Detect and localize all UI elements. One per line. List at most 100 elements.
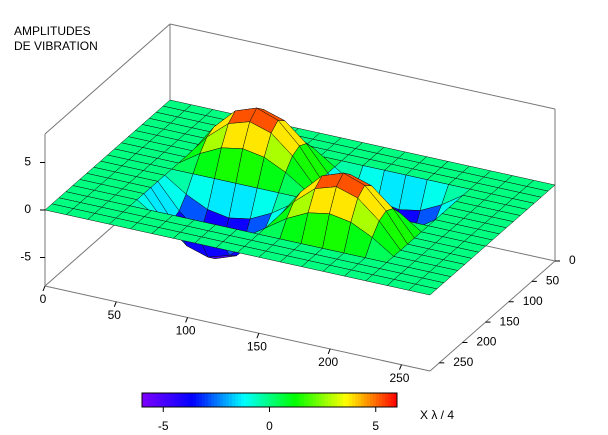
colorbar-segment	[337, 393, 341, 407]
colorbar-segment	[202, 393, 206, 407]
colorbar-tick-label: 5	[372, 419, 379, 433]
colorbar-segment	[328, 393, 332, 407]
colorbar-segment	[379, 393, 383, 407]
colorbar-segment	[214, 393, 218, 407]
colorbar-segment	[172, 393, 176, 407]
colorbar-segment	[259, 393, 263, 407]
colorbar-segment	[343, 393, 347, 407]
colorbar-segment	[166, 393, 170, 407]
colorbar-segment	[286, 393, 290, 407]
y-tick-label: 0	[569, 253, 576, 267]
colorbar-segment	[223, 393, 227, 407]
x-tick	[185, 317, 189, 323]
colorbar-segment	[346, 393, 350, 407]
colorbar-segment	[262, 393, 266, 407]
colorbar-segment	[301, 393, 305, 407]
x-tick-label: 200	[318, 355, 338, 369]
colorbar-segment	[277, 393, 281, 407]
colorbar-segment	[364, 393, 368, 407]
colorbar-segment	[298, 393, 302, 407]
x-tick	[256, 333, 260, 339]
box-edge	[44, 23, 171, 135]
colorbar-segment	[154, 393, 158, 407]
colorbar-segment	[385, 393, 389, 407]
colorbar-segment	[334, 393, 338, 407]
colorbar-segment	[304, 393, 308, 407]
colorbar-segment	[349, 393, 353, 407]
colorbar-segment	[151, 393, 155, 407]
colorbar-segment	[322, 393, 326, 407]
colorbar-segment	[307, 393, 311, 407]
colorbar-segment	[235, 393, 239, 407]
colorbar-segment	[160, 393, 164, 407]
colorbar-segment	[178, 393, 182, 407]
colorbar-segment	[145, 393, 149, 407]
colorbar-segment	[157, 393, 161, 407]
x-tick-label: 150	[247, 339, 267, 353]
colorbar-segment	[193, 393, 197, 407]
z-tick-label: 5	[24, 155, 31, 169]
box-edge	[169, 23, 556, 110]
colorbar-segment	[313, 393, 317, 407]
colorbar-segment	[394, 393, 398, 407]
colorbar-segment	[292, 393, 296, 407]
chart-title: DE VIBRATION	[14, 39, 98, 53]
colorbar-segment	[271, 393, 275, 407]
colorbar-segment	[361, 393, 365, 407]
colorbar-segment	[256, 393, 260, 407]
y-tick-label: 50	[546, 274, 560, 288]
colorbar-segment	[184, 393, 188, 407]
x-tick-label: 50	[108, 308, 122, 322]
colorbar-segment	[238, 393, 242, 407]
colorbar-segment	[187, 393, 191, 407]
colorbar-segment	[220, 393, 224, 407]
colorbar-segment	[175, 393, 179, 407]
colorbar-segment	[289, 393, 293, 407]
colorbar-segment	[241, 393, 245, 407]
colorbar-segment	[181, 393, 185, 407]
colorbar-segment	[376, 393, 380, 407]
colorbar-segment	[382, 393, 386, 407]
colorbar-segment	[163, 393, 167, 407]
colorbar-segment	[352, 393, 356, 407]
colorbar-segment	[211, 393, 215, 407]
colorbar-segment	[142, 393, 146, 407]
x-tick-label: 100	[176, 324, 196, 338]
y-tick-label: 200	[476, 335, 496, 349]
colorbar-tick-label: -5	[158, 419, 169, 433]
colorbar-segment	[319, 393, 323, 407]
colorbar-segment	[244, 393, 248, 407]
colorbar-segment	[232, 393, 236, 407]
colorbar-segment	[280, 393, 284, 407]
colorbar-segment	[169, 393, 173, 407]
z-tick-label: -5	[20, 250, 31, 264]
colorbar-segment	[370, 393, 374, 407]
y-tick-label: 100	[523, 294, 543, 308]
x-tick	[42, 285, 46, 292]
box-edge	[44, 285, 431, 372]
colorbar-segment	[274, 393, 278, 407]
colorbar-segment	[355, 393, 359, 407]
colorbar-label: X λ / 4	[420, 408, 454, 422]
chart-title: AMPLITUDES	[14, 24, 91, 38]
x-tick-label: 250	[389, 371, 409, 385]
y-tick-label: 150	[500, 314, 520, 328]
y-tick-label: 250	[453, 355, 473, 369]
colorbar-segment	[148, 393, 152, 407]
colorbar-segment	[196, 393, 200, 407]
surface-cell	[408, 283, 438, 296]
z-tick-label: 0	[24, 202, 31, 216]
colorbar-segment	[247, 393, 251, 407]
x-tick	[399, 364, 402, 370]
colorbar-segment	[199, 393, 203, 407]
colorbar-tick-label: 0	[266, 419, 273, 433]
colorbar-segment	[268, 393, 272, 407]
colorbar-segment	[331, 393, 335, 407]
x-tick	[113, 301, 117, 307]
colorbar-segment	[265, 393, 269, 407]
colorbar-segment	[229, 393, 233, 407]
colorbar-segment	[367, 393, 371, 407]
x-tick	[327, 348, 331, 355]
colorbar-segment	[226, 393, 230, 407]
